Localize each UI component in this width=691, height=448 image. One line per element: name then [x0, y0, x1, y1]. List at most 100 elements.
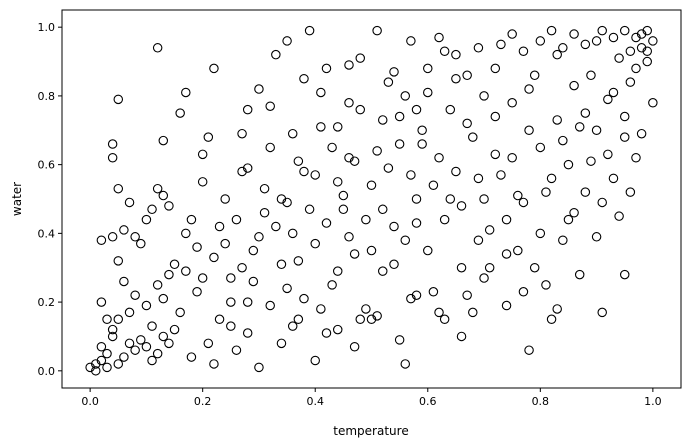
data-points: [85, 25, 658, 376]
scatter-point: [96, 235, 107, 245]
scatter-point: [625, 187, 636, 197]
scatter-point: [242, 297, 253, 307]
scatter-point: [580, 39, 591, 50]
scatter-point: [349, 156, 360, 166]
scatter-point: [203, 132, 214, 142]
scatter-point: [327, 280, 337, 290]
x-tick-label: 0.6: [419, 395, 437, 408]
scatter-point: [321, 63, 332, 74]
scatter-point: [597, 307, 607, 318]
scatter-point: [608, 32, 619, 43]
scatter-point: [389, 221, 399, 232]
scatter-point: [355, 104, 365, 115]
scatter-point: [501, 300, 512, 311]
scatter-point: [181, 266, 191, 276]
scatter-point: [226, 297, 236, 307]
scatter-point: [507, 153, 517, 163]
scatter-point: [276, 259, 287, 270]
scatter-point: [265, 142, 275, 153]
x-axis-label: temperature: [333, 424, 408, 438]
scatter-point: [310, 238, 320, 249]
scatter-point: [152, 183, 163, 194]
scatter-point: [411, 290, 422, 300]
scatter-point: [355, 53, 365, 63]
scatter-point: [338, 204, 349, 215]
scatter-point: [141, 342, 152, 352]
scatter-point: [597, 197, 607, 208]
scatter-point: [631, 63, 641, 74]
scatter-point: [394, 335, 405, 345]
scatter-point: [136, 335, 146, 345]
scatter-point: [552, 115, 562, 125]
scatter-point: [490, 149, 501, 160]
scatter-point: [394, 111, 405, 122]
scatter-point: [563, 159, 574, 170]
scatter-point: [631, 32, 641, 43]
scatter-point: [417, 125, 427, 136]
scatter-point: [237, 128, 247, 139]
scatter-point: [102, 314, 112, 325]
scatter-point: [164, 201, 174, 211]
scatter-point: [377, 204, 388, 215]
scatter-point: [282, 283, 292, 294]
scatter-point: [355, 314, 365, 325]
scatter-point: [220, 194, 230, 204]
scatter-point: [85, 362, 95, 373]
scatter-point: [96, 342, 107, 352]
scatter-point: [513, 245, 523, 256]
scatter-point: [456, 201, 467, 211]
scatter-point: [490, 63, 501, 74]
scatter-point: [445, 104, 456, 115]
scatter-point: [529, 262, 540, 273]
y-tick-label: 1.0: [38, 21, 56, 34]
scatter-point: [619, 111, 630, 122]
x-tick-label: 0.8: [532, 395, 550, 408]
scatter-point: [316, 122, 326, 132]
scatter-point: [152, 348, 163, 359]
plot-area: [61, 9, 682, 389]
scatter-point: [209, 252, 219, 263]
y-tick-label: 0.0: [38, 365, 56, 378]
scatter-point: [130, 345, 140, 355]
scatter-point: [310, 355, 320, 366]
scatter-point: [310, 170, 320, 180]
scatter-point: [619, 269, 630, 280]
scatter-point: [214, 314, 225, 325]
scatter-point: [642, 25, 652, 36]
scatter-point: [158, 293, 169, 304]
scatter-point: [507, 29, 517, 39]
scatter-point: [164, 269, 174, 280]
scatter-point: [119, 225, 129, 235]
scatter-point: [619, 132, 630, 142]
scatter-point: [563, 214, 574, 225]
scatter-point: [535, 36, 546, 46]
scatter-point: [107, 324, 118, 335]
scatter-point: [248, 245, 259, 256]
scatter-point: [473, 173, 484, 184]
scatter-point: [400, 235, 411, 245]
scatter-point: [287, 128, 298, 139]
scatter-point: [636, 128, 647, 139]
scatter-point: [406, 36, 416, 46]
y-tick-label: 0.4: [38, 227, 56, 240]
scatter-point: [569, 29, 579, 39]
scatter-point: [535, 142, 546, 153]
scatter-point: [214, 221, 225, 232]
scatter-point: [507, 98, 517, 108]
scatter-point: [361, 304, 371, 314]
scatter-point: [209, 63, 219, 74]
scatter-point: [434, 153, 444, 163]
scatter-point: [332, 177, 343, 187]
scatter-point: [169, 324, 180, 335]
scatter-point: [591, 36, 602, 46]
scatter-point: [293, 256, 304, 266]
scatter-point: [332, 122, 343, 132]
scatter-point: [462, 290, 472, 300]
scatter-point: [428, 287, 439, 297]
x-tick-label: 0.0: [81, 395, 99, 408]
scatter-point: [406, 293, 416, 304]
scatter-point: [541, 280, 551, 290]
scatter-point: [586, 70, 596, 81]
scatter-point: [316, 87, 326, 98]
